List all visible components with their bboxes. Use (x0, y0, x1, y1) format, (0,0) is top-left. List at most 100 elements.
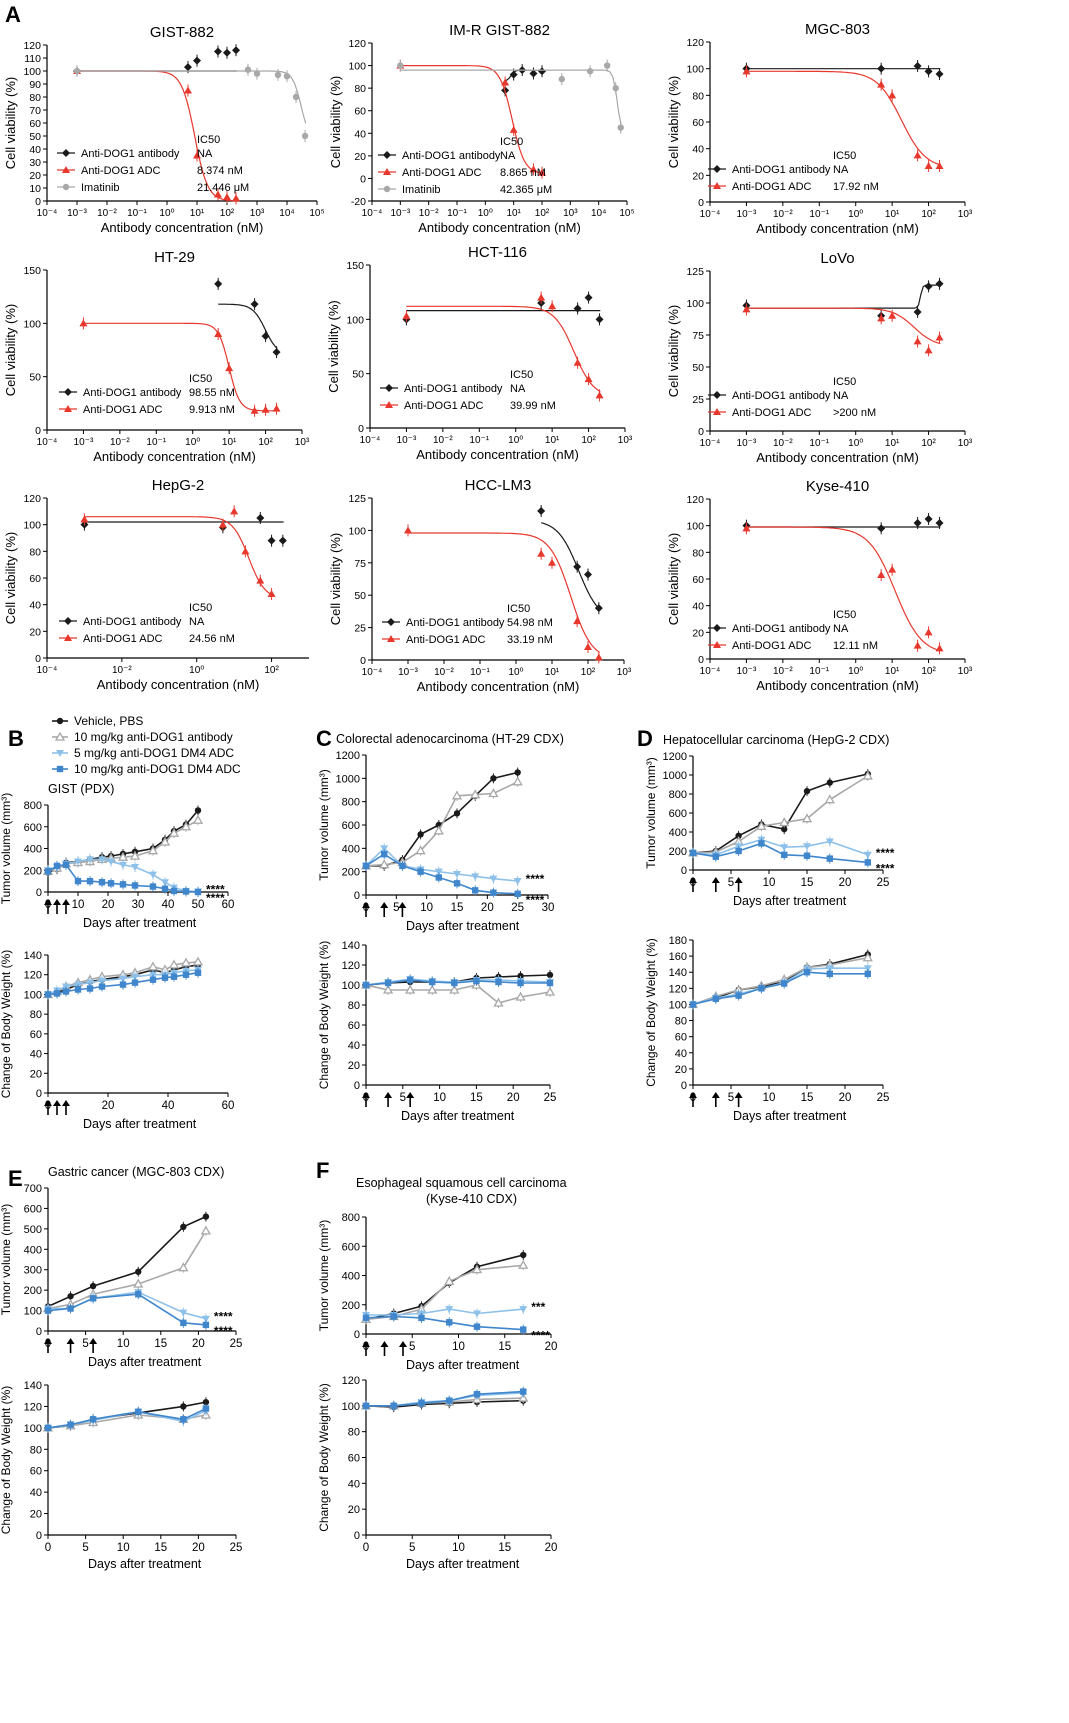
data-point (402, 312, 411, 320)
legend-label: 10 mg/kg anti-DOG1 DM4 ADC (74, 762, 241, 776)
x-tick-label: 15 (154, 1338, 167, 1350)
y-tick-label: 40 (30, 1049, 42, 1061)
y-tick-label: 50 (29, 131, 41, 143)
data-point (98, 983, 106, 990)
x-tick-label: 10⁻¹ (447, 208, 467, 219)
panel-subtitle: Hepatocellular carcinoma (HepG-2 CDX) (663, 733, 889, 747)
data-point (131, 979, 139, 986)
data-point (863, 851, 872, 859)
chart-a8: 0 25 50 75 100 125 10⁻⁴ 10⁻³ 10⁻² 10⁻¹ 10⁰ 10¹ 10² 10… (328, 477, 632, 694)
data-point (180, 1223, 187, 1231)
y-tick-label: 0 (354, 1329, 360, 1341)
data-point (490, 889, 497, 896)
data-point (501, 78, 510, 86)
y-tick-label: 200 (342, 1300, 360, 1312)
x-tick-label: 10⁻¹ (809, 666, 829, 677)
legend-label: Anti-DOG1 ADC (732, 407, 812, 419)
data-point (573, 562, 582, 571)
x-axis-label: Days after treatment (406, 1557, 520, 1571)
data-point (399, 862, 406, 870)
y-tick-label: 600 (342, 820, 360, 832)
data-point (863, 965, 872, 973)
data-point (193, 151, 201, 159)
data-point (180, 1416, 187, 1423)
data-point (73, 67, 81, 75)
data-point (379, 859, 390, 869)
y-tick-label: 20 (692, 627, 704, 639)
chart-title: IM-R GIST-882 (449, 22, 550, 39)
x-axis-label: Antibody concentration (nM) (101, 220, 264, 235)
y-tick-label: 600 (342, 1241, 360, 1253)
y-tick-label: 0 (36, 1530, 42, 1542)
legend-marker (54, 731, 66, 741)
x-tick-label: 10⁻⁴ (362, 667, 383, 678)
x-axis-label: Days after treatment (401, 1109, 515, 1123)
y-tick-label: 20 (29, 170, 41, 182)
legend-marker (713, 391, 721, 399)
ic50-value: 33.19 nM (507, 634, 553, 646)
data-point (488, 788, 499, 798)
data-point (864, 970, 871, 978)
data-point (446, 1397, 453, 1404)
chart-e_tv: 01002003004005006007000510152025Days aft… (0, 1165, 242, 1369)
chart-a7: 0 20 40 60 80 100 120 10⁻⁴ 10⁻² 10⁰ 10² HepG-2 Antib… (3, 477, 309, 692)
y-tick-label: 300 (24, 1265, 42, 1277)
y-tick-label: 1000 (336, 773, 360, 785)
data-point (131, 882, 139, 889)
y-tick-label: 110 (24, 53, 41, 65)
data-point (433, 825, 444, 835)
legend-label: Anti-DOG1 antibody (81, 148, 180, 160)
data-point (79, 319, 88, 327)
y-tick-label: 120 (686, 494, 704, 506)
x-tick-label: 15 (801, 1092, 814, 1104)
x-tick-label: 5 (728, 877, 734, 889)
ic50-header: IC50 (197, 134, 220, 146)
x-tick-label: 10³ (563, 208, 578, 219)
x-tick-label: 10³ (618, 435, 633, 446)
chart-b_tv: 02004006008000102030405060Days after tre… (0, 714, 241, 930)
ic50-value: 24.56 nM (189, 633, 235, 645)
y-tick-label: 60 (675, 1032, 687, 1044)
data-point (405, 984, 416, 994)
y-tick-label: 800 (342, 797, 360, 809)
fit-curve (541, 522, 601, 610)
dosing-arrow-head (734, 1092, 743, 1098)
data-point (493, 997, 504, 1007)
data-point (446, 1319, 453, 1326)
x-tick-label: 10¹ (506, 208, 521, 219)
data-point (935, 279, 944, 288)
data-point (924, 162, 933, 169)
x-tick-label: 10⁻³ (390, 208, 410, 219)
x-tick-label: 10⁻² (773, 438, 793, 449)
data-point (781, 851, 788, 858)
x-tick-label: 20 (545, 1542, 558, 1554)
data-point (253, 70, 261, 77)
legend-label: Anti-DOG1 ADC (404, 400, 484, 412)
data-point (256, 514, 265, 522)
series-line (365, 1315, 524, 1331)
ic50-value: 21.446 μM (197, 182, 249, 194)
legend-label: Vehicle, PBS (74, 714, 143, 728)
x-tick-label: 0 (45, 1542, 51, 1554)
legend-label: Anti-DOG1 ADC (402, 167, 482, 179)
data-point (107, 880, 115, 887)
y-tick-label: 200 (669, 846, 687, 858)
data-point (131, 973, 139, 981)
data-point (74, 986, 82, 993)
data-point (381, 850, 388, 858)
data-point (877, 314, 886, 322)
series-line (47, 1230, 207, 1310)
legend-marker (383, 168, 391, 175)
data-point (283, 73, 291, 80)
y-tick-label: 20 (29, 626, 41, 638)
y-tick-label: 40 (692, 144, 704, 156)
y-axis-label: Cell viability (%) (666, 533, 681, 625)
x-tick-label: 10⁻⁴ (362, 208, 383, 219)
data-point (179, 1309, 188, 1317)
data-point (182, 888, 190, 895)
y-tick-label: 80 (348, 1427, 360, 1439)
y-tick-label: 800 (669, 789, 687, 801)
y-tick-label: 75 (692, 330, 704, 342)
x-tick-label: 10 (433, 1092, 446, 1104)
ic50-value: NA (510, 383, 526, 395)
